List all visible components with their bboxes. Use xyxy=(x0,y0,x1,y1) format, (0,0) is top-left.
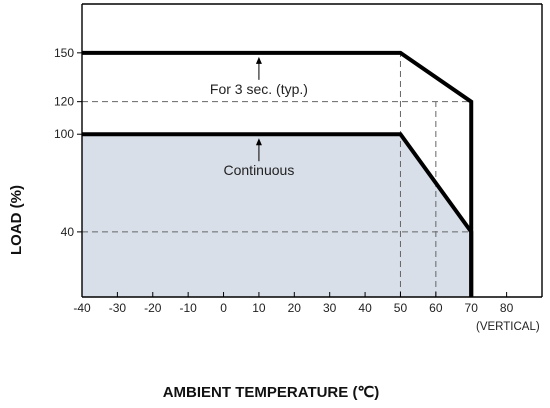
x-axis-note: (VERTICAL) xyxy=(476,321,540,333)
x-tick-label-60: 60 xyxy=(429,301,443,315)
x-tick-label-30: 30 xyxy=(323,301,337,315)
x-tick-label-10: 10 xyxy=(252,301,266,315)
x-tick-label-70: 70 xyxy=(465,301,479,315)
annotation-label-1: Continuous xyxy=(224,162,295,178)
x-tick-label--40: -40 xyxy=(73,301,91,315)
continuous-area-1 xyxy=(82,134,472,297)
y-tick-label-100: 100 xyxy=(54,127,74,141)
y-tick-label-40: 40 xyxy=(61,225,75,239)
annotation-arrowhead-1 xyxy=(255,138,262,146)
y-tick-label-150: 150 xyxy=(54,46,74,60)
y-tick-label-120: 120 xyxy=(54,95,74,109)
x-tick-label--10: -10 xyxy=(179,301,197,315)
annotation-label-0: For 3 sec. (typ.) xyxy=(210,81,308,97)
series-line-0 xyxy=(82,50,474,297)
x-tick-label-0: 0 xyxy=(220,301,227,315)
x-tick-label-80: 80 xyxy=(500,301,514,315)
x-axis-title: AMBIENT TEMPERATURE (℃) xyxy=(163,384,380,401)
x-tick-label-40: 40 xyxy=(358,301,372,315)
series-line-1 xyxy=(82,132,474,297)
y-axis-title: LOAD (%) xyxy=(8,185,25,255)
x-tick-label-20: 20 xyxy=(288,301,302,315)
x-tick-label-50: 50 xyxy=(394,301,408,315)
x-tick-label--30: -30 xyxy=(109,301,127,315)
x-tick-label--20: -20 xyxy=(144,301,162,315)
annotation-arrowhead-0 xyxy=(255,56,262,64)
